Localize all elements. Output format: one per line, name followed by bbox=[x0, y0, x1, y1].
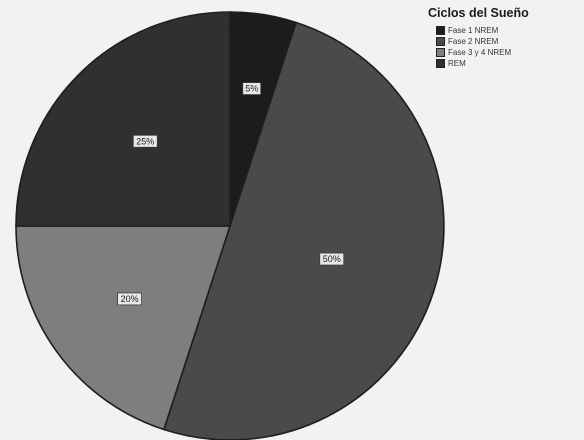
legend-item-fase-3-y-4-nrem: Fase 3 y 4 NREM bbox=[436, 47, 529, 57]
data-label-box-4 bbox=[132, 134, 158, 148]
pie-slices bbox=[15, 11, 445, 440]
legend-label: Fase 2 NREM bbox=[448, 36, 499, 46]
data-label-box-1 bbox=[242, 82, 262, 96]
legend-label: Fase 1 NREM bbox=[448, 25, 499, 35]
legend-item-fase-2-nrem: Fase 2 NREM bbox=[436, 36, 529, 46]
legend-label: Fase 3 y 4 NREM bbox=[448, 47, 512, 57]
pie-slice-2 bbox=[162, 21, 445, 440]
data-label-box-3 bbox=[117, 292, 142, 306]
pie-slice-4 bbox=[15, 11, 231, 227]
data-label-4: 25% bbox=[136, 136, 154, 146]
legend-item-fase-1-nrem: Fase 1 NREM bbox=[436, 25, 529, 35]
data-label-3: 20% bbox=[121, 294, 139, 304]
legend: Ciclos del Sueño Fase 1 NREM Fase 2 NREM… bbox=[428, 6, 529, 69]
data-label-1: 5% bbox=[245, 84, 258, 94]
legend-label: REM bbox=[448, 58, 466, 68]
legend-items: Fase 1 NREM Fase 2 NREM Fase 3 y 4 NREM … bbox=[428, 25, 529, 68]
legend-swatch bbox=[436, 47, 445, 57]
chart-title: Ciclos del Sueño bbox=[428, 6, 529, 20]
pie-slice-3 bbox=[15, 225, 232, 431]
data-label-box-2 bbox=[319, 252, 345, 266]
legend-swatch bbox=[436, 36, 445, 46]
legend-item-rem: REM bbox=[436, 58, 529, 68]
legend-swatch bbox=[436, 58, 445, 68]
pie-data-labels: 5% 50% 20% 25% bbox=[117, 82, 345, 306]
data-label-2: 50% bbox=[323, 254, 341, 264]
legend-swatch bbox=[436, 25, 445, 35]
